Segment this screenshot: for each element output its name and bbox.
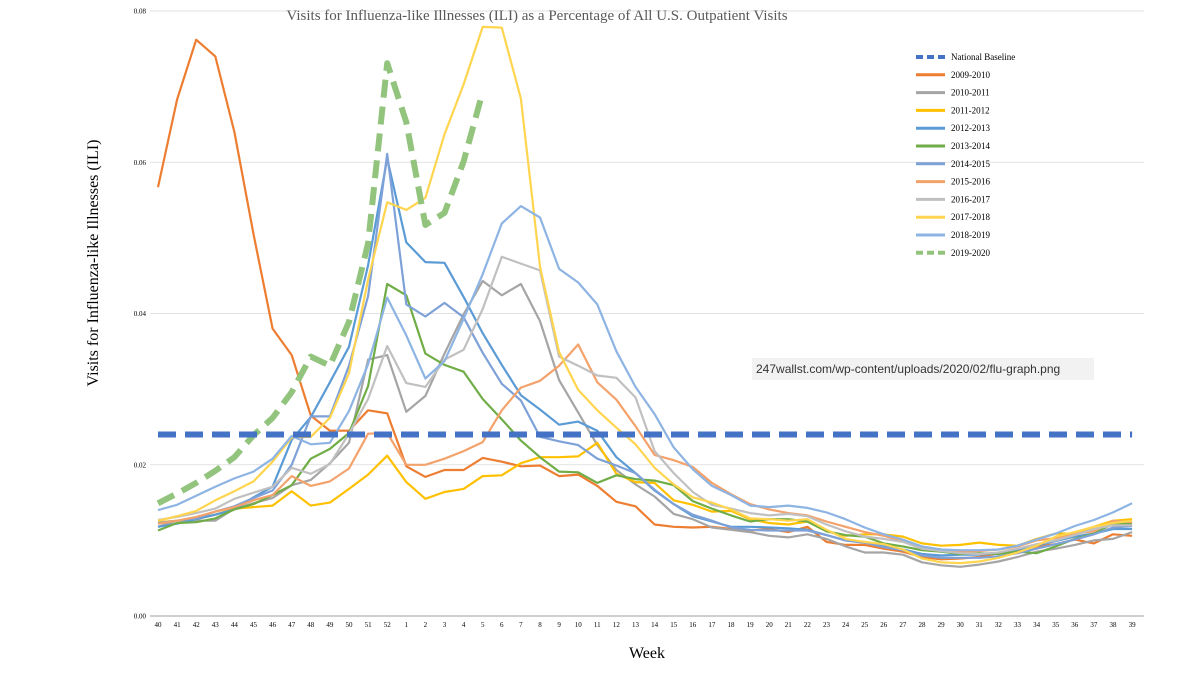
legend-label-2016-2017: 2016-2017	[951, 194, 990, 204]
x-tick-13-25: 13	[632, 621, 640, 629]
x-tick-20-32: 20	[766, 621, 774, 629]
x-tick-21-33: 21	[785, 621, 793, 629]
series-line-2010-2011	[157, 279, 1133, 568]
x-tick-4-16: 4	[462, 621, 466, 629]
legend-label-national-baseline: National Baseline	[951, 52, 1015, 62]
series-lines	[156, 25, 1133, 568]
series-line-2015-2016	[157, 343, 1133, 553]
legend-label-2011-2012: 2011-2012	[951, 105, 990, 115]
x-tick-5-17: 5	[481, 621, 485, 629]
x-tick-23-35: 23	[823, 621, 831, 629]
x-tick-31-43: 31	[976, 621, 984, 629]
x-tick-labels: 40 41 42 43 44 45 46 47 48 49 50 51 52 1 2 3 4 5 6 7 8 9 10 11 1…	[155, 621, 1137, 629]
x-tick-16-28: 16	[689, 621, 697, 629]
x-tick-24-36: 24	[842, 621, 850, 629]
x-tick-34-46: 34	[1033, 621, 1041, 629]
series-line-2019-2020	[156, 60, 486, 506]
x-tick-52-12: 52	[384, 621, 392, 629]
x-tick-32-44: 32	[995, 621, 1003, 629]
legend-label-2019-2020: 2019-2020	[951, 248, 990, 258]
x-tick-14-26: 14	[651, 621, 659, 629]
x-tick-19-31: 19	[747, 621, 755, 629]
x-tick-10-22: 10	[575, 621, 583, 629]
series-line-2013-2014	[157, 282, 1133, 556]
x-tick-45-5: 45	[250, 621, 258, 629]
x-tick-50-10: 50	[346, 621, 354, 629]
y-tick-0-02: 0.02	[134, 461, 147, 469]
x-tick-7-19: 7	[519, 621, 523, 629]
y-tick-labels: 0.00 0.02 0.04 0.06 0.08	[134, 8, 147, 621]
x-tick-33-45: 33	[1014, 621, 1022, 629]
legend-label-2017-2018: 2017-2018	[951, 212, 990, 222]
x-tick-8-20: 8	[538, 621, 542, 629]
gridlines	[150, 10, 1144, 466]
x-tick-9-21: 9	[557, 621, 561, 629]
x-tick-6-18: 6	[500, 621, 504, 629]
x-tick-47-7: 47	[288, 621, 296, 629]
x-tick-38-50: 38	[1110, 621, 1118, 629]
legend-label-2015-2016: 2015-2016	[951, 177, 990, 187]
x-tick-15-27: 15	[670, 621, 678, 629]
x-tick-18-30: 18	[728, 621, 736, 629]
x-tick-25-37: 25	[861, 621, 869, 629]
x-tick-51-11: 51	[365, 621, 373, 629]
x-tick-44-4: 44	[231, 621, 239, 629]
x-tick-12-24: 12	[613, 621, 621, 629]
series-line-2018-2019	[157, 205, 1133, 552]
source-watermark: 247wallst.com/wp-content/uploads/2020/02…	[752, 358, 1094, 380]
x-axis-label: Week	[629, 645, 665, 662]
source-watermark-text: 247wallst.com/wp-content/uploads/2020/02…	[756, 362, 1060, 376]
y-tick-0-06: 0.06	[134, 159, 147, 167]
x-tick-22-34: 22	[804, 621, 812, 629]
legend-label-2014-2015: 2014-2015	[951, 159, 990, 169]
x-tick-46-6: 46	[269, 621, 277, 629]
y-tick-0-08: 0.08	[134, 8, 147, 16]
x-tick-3-15: 3	[443, 621, 447, 629]
legend: National Baseline 2009-2010 2010-2011 2011-…	[916, 52, 1015, 258]
x-tick-48-8: 48	[307, 621, 315, 629]
x-tick-49-9: 49	[326, 621, 334, 629]
x-tick-41-1: 41	[174, 621, 182, 629]
legend-label-2012-2013: 2012-2013	[951, 123, 990, 133]
x-tick-30-42: 30	[957, 621, 965, 629]
x-tick-27-39: 27	[899, 621, 907, 629]
y-tick-0-00: 0.00	[134, 613, 147, 621]
series-line-2014-2015	[157, 152, 1133, 559]
series-line-2011-2012	[157, 441, 1133, 547]
x-tick-2-14: 2	[424, 621, 428, 629]
y-axis-label: Visits for Influenza-like Illnesses (ILI…	[85, 140, 102, 387]
x-tick-35-47: 35	[1052, 621, 1060, 629]
y-tick-0-04: 0.04	[134, 310, 147, 318]
source-watermark-background	[752, 358, 1094, 380]
x-tick-36-48: 36	[1071, 621, 1079, 629]
x-tick-42-2: 42	[193, 621, 201, 629]
x-tick-1-13: 1	[405, 621, 409, 629]
x-tick-37-49: 37	[1090, 621, 1098, 629]
series-line-2017-2018	[157, 25, 1133, 565]
chart-title: Visits for Influenza-like Illnesses (ILI…	[286, 8, 787, 24]
x-tick-28-40: 28	[919, 621, 927, 629]
legend-label-2010-2011: 2010-2011	[951, 88, 990, 98]
x-tick-17-29: 17	[708, 621, 716, 629]
x-tick-40-0: 40	[155, 621, 163, 629]
x-tick-39-51: 39	[1129, 621, 1137, 629]
x-tick-29-41: 29	[938, 621, 946, 629]
x-tick-11-23: 11	[594, 621, 601, 629]
x-tick-43-3: 43	[212, 621, 220, 629]
legend-label-2009-2010: 2009-2010	[951, 70, 990, 80]
legend-label-2018-2019: 2018-2019	[951, 230, 990, 240]
legend-label-2013-2014: 2013-2014	[951, 141, 990, 151]
x-tick-26-38: 26	[880, 621, 888, 629]
series-line-2016-2017	[157, 255, 1133, 556]
